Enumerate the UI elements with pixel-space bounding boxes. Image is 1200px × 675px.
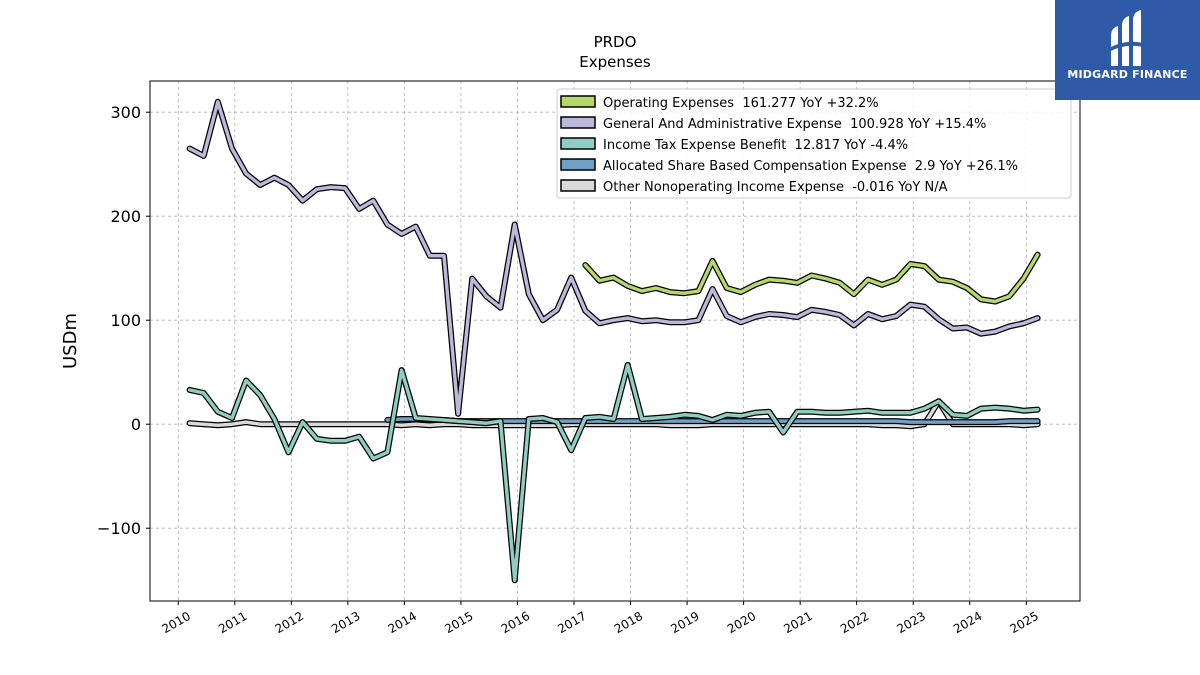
x-tick-label: 2019 — [668, 609, 701, 636]
y-tick-label: 100 — [110, 311, 141, 330]
legend-swatch — [560, 95, 596, 108]
series-outline-income-tax-expense-benefit — [186, 361, 1041, 584]
midgard-logo-icon — [1109, 10, 1147, 66]
chart-title: PRDO — [594, 33, 637, 51]
x-tick-label: 2010 — [160, 609, 193, 636]
series-line-general-and-administrative-expense — [187, 100, 1040, 416]
legend-swatch — [560, 116, 596, 129]
legend: Operating Expenses 161.277 YoY +32.2% Gen… — [556, 88, 1072, 199]
x-tick-label: 2017 — [555, 609, 588, 636]
series-line-income-tax-expense-benefit — [187, 363, 1040, 582]
legend-label: Allocated Share Based Compensation Expen… — [603, 159, 1018, 174]
x-tick-label: 2013 — [329, 609, 362, 636]
y-tick-label: 200 — [110, 207, 141, 226]
legend-label: Operating Expenses 161.277 YoY +32.2% — [603, 96, 879, 111]
x-tick-label: 2023 — [894, 609, 927, 636]
x-tick-label: 2020 — [725, 609, 758, 636]
x-tick-label: 2021 — [781, 609, 814, 636]
midgard-finance-logo: MIDGARD FINANCE — [1055, 0, 1200, 100]
plot-lines — [186, 98, 1041, 584]
brand-name: MIDGARD FINANCE — [1067, 68, 1188, 81]
x-tick-label: 2012 — [273, 609, 306, 636]
legend-label: General And Administrative Expense 100.9… — [603, 117, 986, 132]
y-tick-label: 0 — [131, 415, 141, 434]
legend-box — [556, 88, 1072, 199]
legend-swatch — [560, 137, 596, 150]
legend-swatch — [560, 158, 596, 171]
series-line-operating-expenses — [583, 252, 1040, 304]
x-tick-label: 2025 — [1008, 609, 1041, 636]
y-axis-label: USDm — [60, 313, 81, 369]
series-line-other-nonoperating-income-expense — [187, 399, 1040, 429]
plot-frame — [149, 80, 1081, 602]
chart-subtitle: Expenses — [579, 53, 651, 71]
legend-label: Other Nonoperating Income Expense -0.016… — [603, 180, 948, 195]
legend-swatch — [560, 179, 596, 192]
x-tick-label: 2011 — [216, 609, 249, 636]
legend-label: Income Tax Expense Benefit 12.817 YoY -4… — [603, 138, 908, 153]
x-tick-label: 2018 — [612, 609, 645, 636]
x-tick-label: 2016 — [499, 609, 532, 636]
x-tick-label: 2022 — [838, 609, 871, 636]
x-tick-label: 2014 — [386, 609, 419, 636]
x-tick-label: 2015 — [442, 609, 475, 636]
y-tick-label: −100 — [97, 519, 141, 538]
y-tick-label: 300 — [110, 103, 141, 122]
x-tick-label: 2024 — [951, 609, 984, 636]
